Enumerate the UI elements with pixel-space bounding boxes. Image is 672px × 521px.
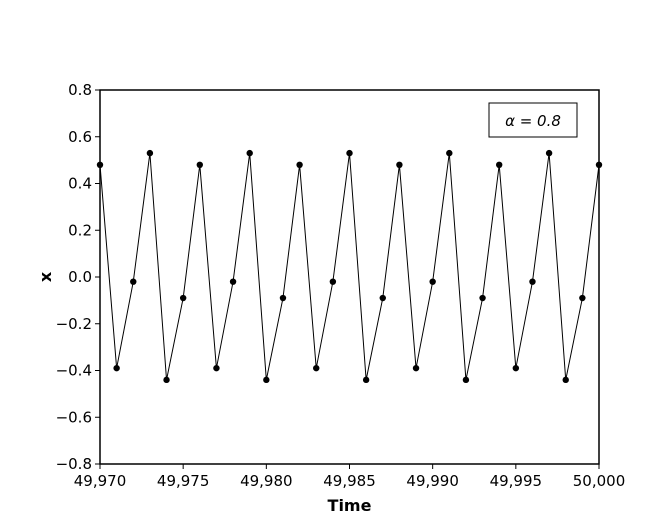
data-point bbox=[362, 376, 370, 384]
x-tick-label: 49,975 bbox=[157, 472, 210, 490]
x-tick-label: 49,980 bbox=[240, 472, 293, 490]
data-point bbox=[329, 278, 337, 285]
x-tick-label: 50,000 bbox=[573, 472, 626, 490]
y-tick-label: −0.4 bbox=[56, 362, 92, 380]
data-point bbox=[229, 278, 237, 285]
y-axis-label: x bbox=[36, 271, 55, 282]
data-point bbox=[296, 161, 303, 168]
data-point bbox=[146, 149, 154, 157]
data-point bbox=[379, 294, 386, 302]
legend-box bbox=[488, 102, 578, 138]
data-point bbox=[462, 376, 470, 384]
y-tick-label: 0.0 bbox=[68, 268, 92, 286]
x-axis-label: Time bbox=[328, 496, 372, 515]
data-point bbox=[429, 278, 436, 285]
legend: α = 0.8 bbox=[488, 102, 578, 138]
y-tick-label: −0.8 bbox=[56, 455, 92, 473]
data-point bbox=[529, 278, 536, 285]
data-point bbox=[396, 161, 403, 168]
data-point bbox=[496, 161, 503, 168]
y-tick-label: 0.4 bbox=[68, 175, 92, 193]
x-tick-label: 49,995 bbox=[490, 472, 543, 490]
y-tick-label: 0.2 bbox=[68, 221, 92, 239]
data-point bbox=[130, 278, 137, 285]
series-layer bbox=[96, 149, 603, 384]
y-tick-label: 0.8 bbox=[68, 81, 92, 99]
data-point bbox=[512, 364, 520, 372]
plot-frame bbox=[99, 89, 600, 465]
y-tick-label: −0.2 bbox=[56, 315, 92, 333]
data-point bbox=[313, 364, 320, 372]
data-point bbox=[263, 376, 270, 384]
data-point bbox=[545, 149, 553, 157]
x-tick-label: 49,990 bbox=[406, 472, 459, 490]
data-point bbox=[163, 376, 170, 384]
data-point bbox=[562, 376, 569, 384]
data-point bbox=[113, 364, 120, 372]
y-tick-label: −0.6 bbox=[56, 408, 92, 426]
legend-label: α = 0.8 bbox=[505, 112, 561, 130]
y-axis-ticks: 0.8 0.6 0.4 0.2 0.0 −0.2 −0.4 −0.6 −0.8 bbox=[56, 81, 100, 473]
data-point bbox=[196, 161, 203, 168]
data-point bbox=[246, 149, 253, 157]
y-tick-label: 0.6 bbox=[68, 128, 92, 146]
data-point bbox=[213, 364, 220, 372]
x-axis-ticks: 49,970 49,975 49,980 49,985 49,990 49,995 50,0… bbox=[74, 464, 626, 490]
data-point bbox=[412, 364, 420, 372]
data-point bbox=[279, 294, 287, 302]
x-tick-label: 49,985 bbox=[323, 472, 376, 490]
data-point bbox=[179, 294, 187, 302]
series-line bbox=[99, 153, 600, 380]
data-point bbox=[579, 294, 586, 302]
data-point bbox=[446, 149, 453, 157]
data-point bbox=[479, 294, 486, 302]
x-tick-label: 49,970 bbox=[74, 472, 127, 490]
data-point bbox=[346, 149, 353, 157]
